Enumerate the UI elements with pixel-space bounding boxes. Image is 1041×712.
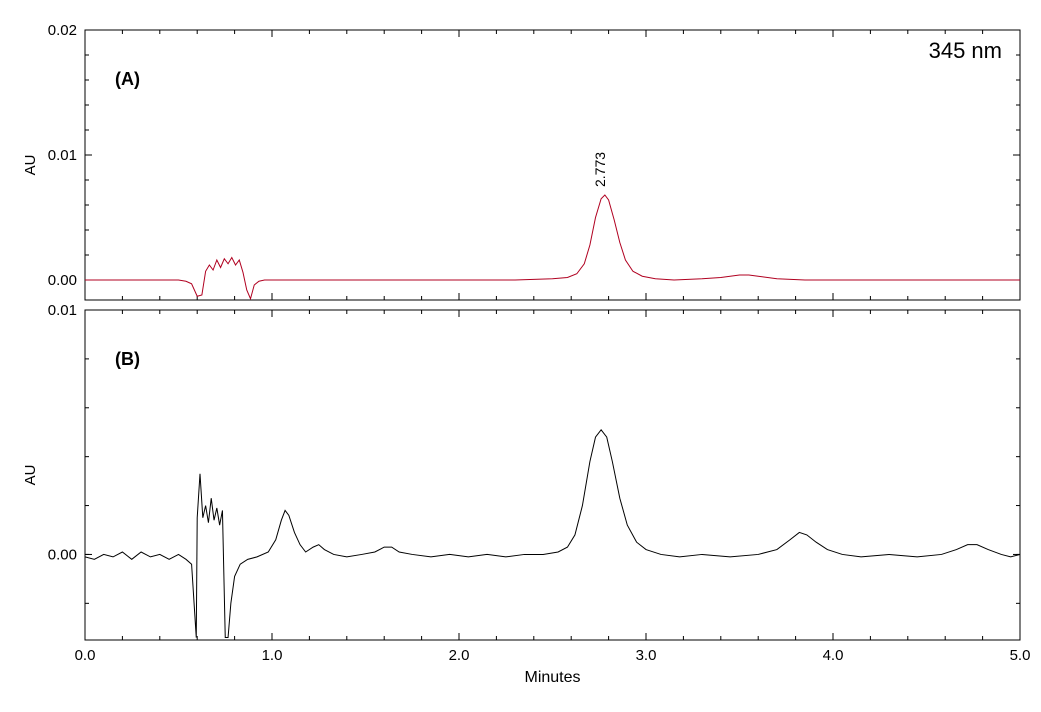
y-tick-label: 0.01 <box>48 302 77 319</box>
x-tick-label: 1.0 <box>262 647 283 664</box>
panel-label: (B) <box>115 349 140 369</box>
y-axis-label: AU <box>22 155 39 176</box>
chromatogram-trace <box>85 430 1020 638</box>
x-axis-label: Minutes <box>524 669 580 686</box>
y-tick-label: 0.01 <box>48 147 77 164</box>
plot-frame <box>85 310 1020 640</box>
x-tick-label: 5.0 <box>1010 647 1031 664</box>
x-tick-label: 2.0 <box>449 647 470 664</box>
panel-label: (A) <box>115 69 140 89</box>
y-axis-label: AU <box>22 465 39 486</box>
chromatogram-trace <box>85 195 1020 299</box>
wavelength-annotation: 345 nm <box>929 38 1002 63</box>
chromatogram-svg: 0.00 0.01 0.02 AU (A) 2.773 0.00 0.01 0.0 1.0 2.0 3… <box>0 0 1041 712</box>
y-tick-label: 0.00 <box>48 546 77 563</box>
y-tick-label: 0.02 <box>48 22 77 39</box>
x-tick-label: 3.0 <box>636 647 657 664</box>
x-tick-label: 0.0 <box>75 647 96 664</box>
peak-label: 2.773 <box>592 152 608 187</box>
x-tick-label: 4.0 <box>823 647 844 664</box>
chromatogram-figure: 0.00 0.01 0.02 AU (A) 2.773 0.00 0.01 0.0 1.0 2.0 3… <box>0 0 1041 712</box>
y-tick-label: 0.00 <box>48 272 77 289</box>
